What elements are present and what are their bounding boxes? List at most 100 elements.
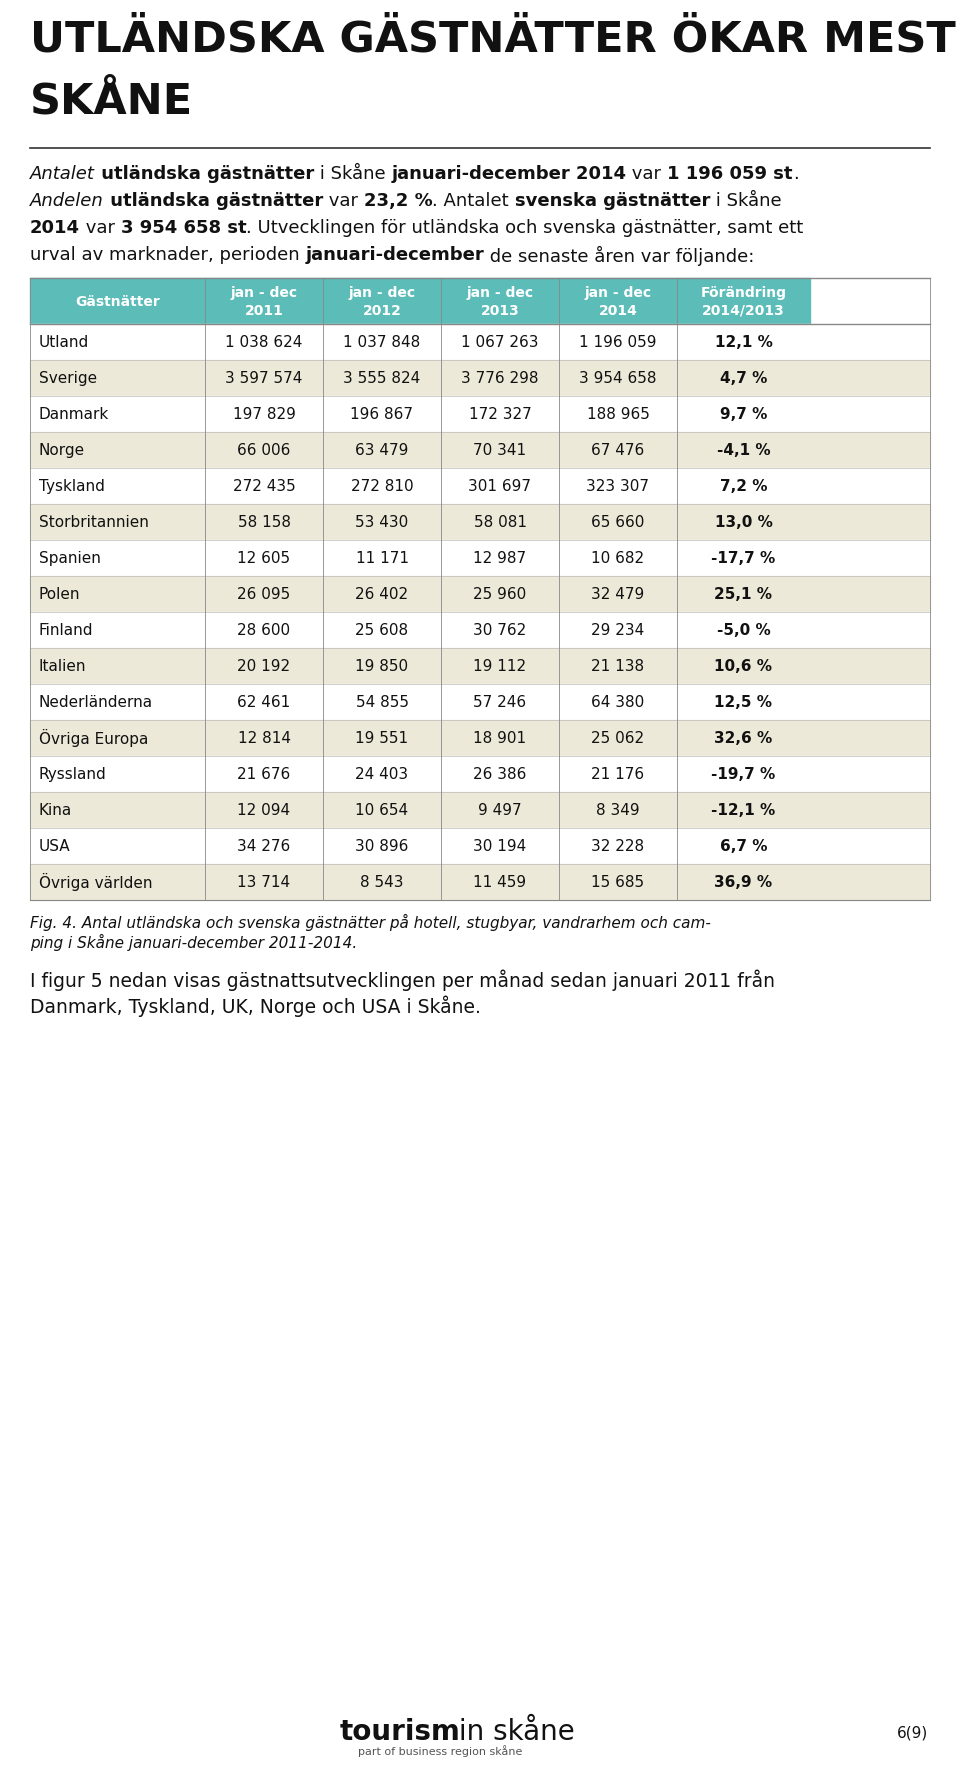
Text: Kina: Kina: [39, 802, 72, 818]
Text: -12,1 %: -12,1 %: [711, 802, 776, 818]
Text: 19 551: 19 551: [355, 730, 409, 746]
Text: 30 896: 30 896: [355, 838, 409, 854]
Text: 53 430: 53 430: [355, 515, 409, 530]
Bar: [30, 540, 930, 576]
Text: Italien: Italien: [39, 659, 86, 673]
Text: Spanien: Spanien: [39, 551, 101, 565]
Text: 272 435: 272 435: [232, 478, 296, 494]
Text: Danmark: Danmark: [39, 407, 109, 421]
Text: Norge: Norge: [39, 443, 85, 457]
Text: 32 228: 32 228: [591, 838, 644, 854]
Text: var: var: [627, 165, 667, 182]
Text: 10 654: 10 654: [355, 802, 409, 818]
Text: ping i Skåne januari-december 2011-2014.: ping i Skåne januari-december 2011-2014.: [30, 933, 357, 951]
Text: tourism: tourism: [340, 1718, 461, 1746]
Text: 64 380: 64 380: [591, 694, 644, 710]
Text: 26 095: 26 095: [237, 586, 291, 602]
Text: 18 901: 18 901: [473, 730, 527, 746]
Text: 34 276: 34 276: [237, 838, 291, 854]
Text: . Antalet: . Antalet: [433, 191, 515, 211]
Text: 2014: 2014: [30, 220, 80, 237]
Text: utländska gästnätter: utländska gästnätter: [104, 191, 323, 211]
Text: 65 660: 65 660: [591, 515, 645, 530]
Text: -17,7 %: -17,7 %: [711, 551, 776, 565]
Text: 12 094: 12 094: [237, 802, 291, 818]
Text: Ryssland: Ryssland: [39, 767, 107, 781]
Bar: [30, 792, 930, 829]
Text: de senaste åren var följande:: de senaste åren var följande:: [484, 246, 755, 266]
Text: Sverige: Sverige: [39, 370, 97, 386]
Text: 11 459: 11 459: [473, 875, 527, 889]
Bar: [30, 505, 930, 540]
Text: utländska gästnätter: utländska gästnätter: [95, 165, 314, 182]
Text: .: .: [793, 165, 799, 182]
Text: 25 960: 25 960: [473, 586, 527, 602]
Bar: [441, 278, 559, 324]
Text: 3 597 574: 3 597 574: [226, 370, 302, 386]
Text: 28 600: 28 600: [237, 622, 291, 638]
Text: jan - dec
2011: jan - dec 2011: [230, 287, 298, 317]
Text: 30 194: 30 194: [473, 838, 527, 854]
Text: 32 479: 32 479: [591, 586, 644, 602]
Text: 188 965: 188 965: [587, 407, 649, 421]
Text: 9,7 %: 9,7 %: [720, 407, 767, 421]
Text: 9 497: 9 497: [478, 802, 522, 818]
Text: Gästnätter: Gästnätter: [75, 296, 160, 308]
Text: 57 246: 57 246: [473, 694, 527, 710]
Text: Antalet: Antalet: [30, 165, 95, 182]
Text: -4,1 %: -4,1 %: [717, 443, 770, 457]
Text: 13 714: 13 714: [237, 875, 291, 889]
Text: Fig. 4. Antal utländska och svenska gästnätter på hotell, stugbyar, vandrarhem o: Fig. 4. Antal utländska och svenska gäst…: [30, 914, 710, 932]
Text: 54 855: 54 855: [355, 694, 409, 710]
Text: Nederländerna: Nederländerna: [39, 694, 154, 710]
Text: 58 081: 58 081: [473, 515, 526, 530]
Text: jan - dec
2014: jan - dec 2014: [585, 287, 652, 317]
Text: 323 307: 323 307: [587, 478, 650, 494]
Bar: [30, 324, 930, 360]
Text: 21 676: 21 676: [237, 767, 291, 781]
Text: Förändring
2014/2013: Förändring 2014/2013: [701, 287, 786, 317]
Text: 12 814: 12 814: [237, 730, 291, 746]
Text: var: var: [80, 220, 121, 237]
Bar: [559, 278, 677, 324]
Text: 8 543: 8 543: [360, 875, 404, 889]
Text: 3 954 658: 3 954 658: [579, 370, 657, 386]
Bar: [30, 829, 930, 864]
Text: 10,6 %: 10,6 %: [714, 659, 773, 673]
Text: in skåne: in skåne: [450, 1718, 575, 1746]
Text: 1 067 263: 1 067 263: [461, 335, 539, 349]
Text: i Skåne: i Skåne: [710, 191, 781, 211]
Text: januari-december 2014: januari-december 2014: [392, 165, 627, 182]
Text: I figur 5 nedan visas gästnattsutvecklingen per månad sedan januari 2011 från: I figur 5 nedan visas gästnattsutvecklin…: [30, 969, 775, 990]
Text: 70 341: 70 341: [473, 443, 527, 457]
Text: 10 682: 10 682: [591, 551, 644, 565]
Bar: [30, 864, 930, 900]
Bar: [30, 468, 930, 505]
Text: 11 171: 11 171: [355, 551, 409, 565]
Text: part of business region skåne: part of business region skåne: [358, 1744, 522, 1757]
Text: Övriga världen: Övriga världen: [39, 873, 153, 891]
Bar: [30, 721, 930, 756]
Text: 7,2 %: 7,2 %: [720, 478, 767, 494]
Text: 15 685: 15 685: [591, 875, 644, 889]
Bar: [30, 360, 930, 397]
Text: Övriga Europa: Övriga Europa: [39, 730, 149, 747]
Text: 4,7 %: 4,7 %: [720, 370, 767, 386]
Text: Utland: Utland: [39, 335, 89, 349]
Bar: [30, 432, 930, 468]
Text: Finland: Finland: [39, 622, 93, 638]
Bar: [30, 576, 930, 613]
Text: 6,7 %: 6,7 %: [720, 838, 767, 854]
Text: 32,6 %: 32,6 %: [714, 730, 773, 746]
Bar: [30, 397, 930, 432]
Text: SKÅNE: SKÅNE: [30, 80, 193, 122]
Text: 21 138: 21 138: [591, 659, 644, 673]
Text: 19 850: 19 850: [355, 659, 409, 673]
Text: USA: USA: [39, 838, 71, 854]
Text: 1 196 059 st: 1 196 059 st: [667, 165, 793, 182]
Bar: [205, 278, 323, 324]
Text: 20 192: 20 192: [237, 659, 291, 673]
Text: jan - dec
2013: jan - dec 2013: [467, 287, 534, 317]
Text: Storbritannien: Storbritannien: [39, 515, 149, 530]
Text: 26 402: 26 402: [355, 586, 409, 602]
